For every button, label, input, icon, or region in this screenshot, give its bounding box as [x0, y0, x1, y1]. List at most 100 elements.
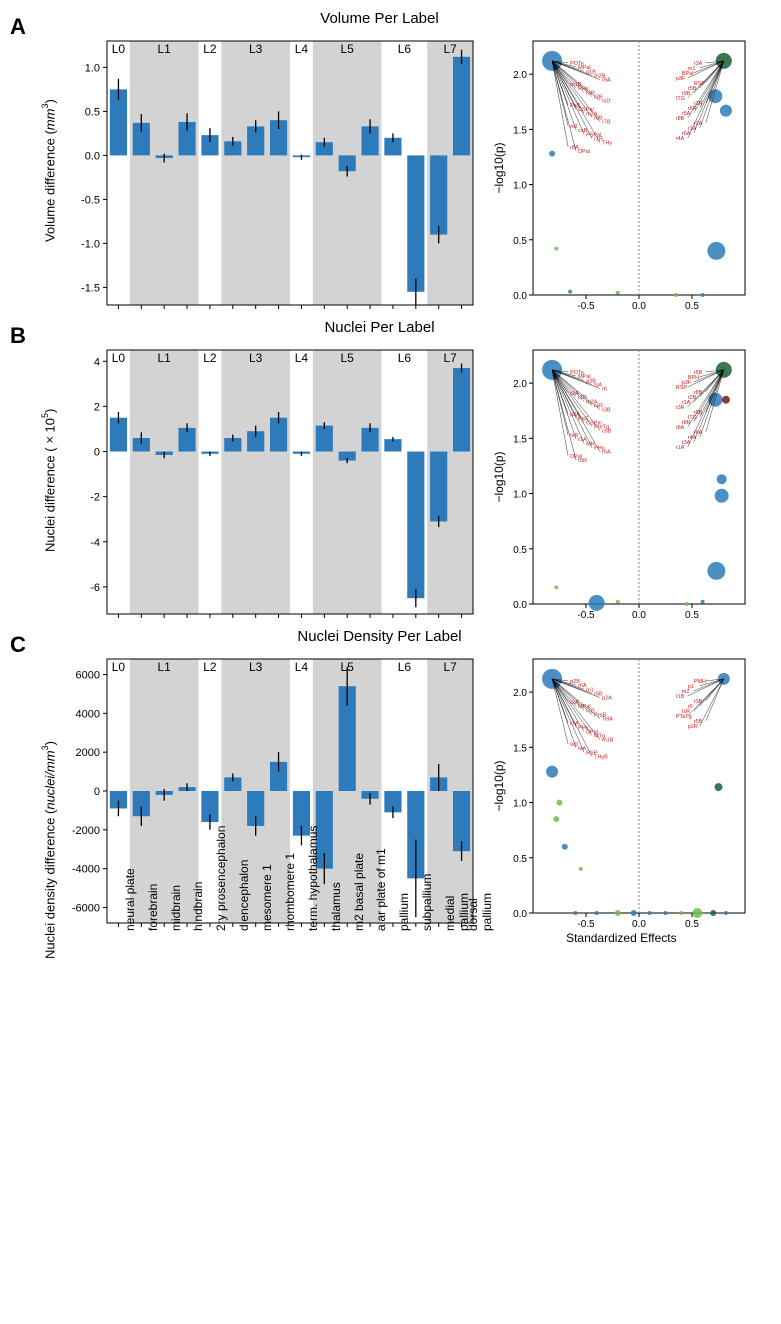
level-label: L3 — [249, 42, 263, 56]
level-label: L3 — [249, 660, 263, 674]
volcano-plot: 0.00.51.01.52.0-0.50.00.5−log10(p)POTeMP… — [491, 340, 751, 620]
volcano-label: ITG — [676, 96, 685, 102]
bar-ylabel: Volume difference (mm3) — [38, 31, 59, 311]
level-label: L4 — [295, 351, 309, 365]
ytick-label: -4000 — [72, 864, 100, 876]
volcano-point — [674, 293, 678, 297]
xtick-label: diencephalon — [237, 860, 251, 931]
level-label: L7 — [444, 660, 458, 674]
panel-A: A Volume Per Label Volume difference (mm… — [10, 10, 771, 311]
bar-ylabel: Nuclei difference (×105) — [38, 340, 59, 620]
volcano-label: p2A — [602, 696, 612, 702]
panel-title: Nuclei Per Label — [0, 319, 771, 336]
level-label: L6 — [398, 42, 412, 56]
volcano-label: r6 — [602, 387, 607, 393]
volcano-ylabel: −log10(p) — [492, 142, 506, 193]
volcano-ylabel: −log10(p) — [492, 760, 506, 811]
ytick-label: 1.0 — [513, 799, 527, 810]
volcano-label: r8B — [676, 116, 685, 122]
xtick-label: thalamus — [329, 882, 343, 931]
volcano-point — [711, 910, 717, 916]
ytick-label: 2 — [94, 401, 100, 413]
xtick-label: m2 basal plate — [352, 853, 366, 931]
volcano-label: m1B — [602, 738, 614, 744]
level-label: L1 — [158, 351, 172, 365]
volcano-point — [648, 911, 652, 915]
volcano-point — [595, 911, 599, 915]
volcano-label: r7B — [602, 120, 611, 126]
ytick-label: 0 — [94, 786, 100, 798]
level-label: L4 — [295, 42, 309, 56]
level-label: L7 — [444, 42, 458, 56]
volcano-point — [554, 816, 560, 822]
level-label: L5 — [341, 351, 355, 365]
volcano-label: p3F — [676, 76, 686, 82]
ytick-label: 0.5 — [513, 236, 527, 247]
level-label: L6 — [398, 351, 412, 365]
volcano-label: TelA — [602, 717, 613, 723]
volcano-plot: 0.00.51.01.52.0-0.50.00.5−log10(p)POTeMP… — [491, 31, 751, 311]
volcano-point — [615, 910, 621, 916]
volcano-label: RSP — [676, 385, 688, 391]
level-label: L3 — [249, 351, 263, 365]
volcano-point — [616, 291, 620, 295]
volcano-point — [631, 910, 637, 916]
bar-chart: L0L1L2L3L4L5L6L7-1.5-1.0-0.50.00.51.0 — [59, 31, 479, 311]
figure: A Volume Per Label Volume difference (mm… — [0, 0, 781, 1079]
ytick-label: -1.0 — [81, 238, 100, 250]
xtick-label: 0.0 — [632, 301, 646, 311]
volcano-point — [720, 105, 732, 117]
ytick-label: 6000 — [76, 670, 100, 682]
bar — [430, 155, 447, 234]
volcano-xlabel: Standardized Effects — [491, 931, 751, 945]
ytick-label: 2.0 — [513, 688, 527, 699]
volcano-point — [717, 474, 727, 484]
xtick-label: 0.0 — [632, 610, 646, 620]
ytick-label: 0 — [94, 447, 100, 459]
bar — [453, 57, 470, 156]
volcano-point — [616, 600, 620, 604]
bar — [408, 452, 425, 599]
volcano-label: p2R — [688, 724, 698, 730]
xtick-label: forebrain — [146, 884, 160, 931]
level-label: L0 — [112, 351, 126, 365]
level-label: L7 — [444, 351, 458, 365]
volcano-point — [701, 600, 705, 604]
volcano-point — [664, 911, 668, 915]
level-label: L2 — [204, 351, 218, 365]
bar — [408, 155, 425, 291]
bar — [453, 368, 470, 451]
ytick-label: -4 — [91, 537, 101, 549]
level-label: L1 — [158, 42, 172, 56]
panel-title: Volume Per Label — [0, 10, 771, 27]
ytick-label: -0.5 — [81, 194, 100, 206]
xtick-label: hindbrain — [191, 882, 205, 931]
volcano-label: csB — [602, 429, 612, 435]
volcano-point — [555, 247, 559, 251]
volcano-label: r3B — [602, 408, 611, 414]
x-axis-labels: neural plateforebrainmidbrainhindbrain2r… — [59, 931, 479, 1051]
ytick-label: 2.0 — [513, 379, 527, 390]
ytick-label: 0.5 — [513, 545, 527, 556]
volcano-point — [574, 911, 578, 915]
ytick-label: 1.0 — [85, 62, 100, 74]
ytick-label: 1.5 — [513, 125, 527, 136]
volcano-point — [693, 908, 703, 918]
xtick-label: 0.0 — [632, 919, 646, 929]
ytick-label: -2 — [91, 492, 101, 504]
ytick-label: 0.0 — [85, 150, 100, 162]
xtick-label: -0.5 — [578, 301, 596, 311]
volcano-point — [715, 489, 729, 503]
volcano-point — [562, 844, 568, 850]
volcano-label: r3R — [676, 405, 685, 411]
xtick-label: 0.5 — [685, 610, 699, 620]
volcano-label: PMH — [694, 679, 706, 685]
ytick-label: -6 — [91, 582, 101, 594]
level-label: L0 — [112, 660, 126, 674]
ytick-label: 1.0 — [513, 490, 527, 501]
level-label: L1 — [158, 660, 172, 674]
level-label: L2 — [204, 660, 218, 674]
xtick-label: 0.5 — [685, 919, 699, 929]
volcano-label: r1B — [676, 694, 685, 700]
ytick-label: 2.0 — [513, 70, 527, 81]
